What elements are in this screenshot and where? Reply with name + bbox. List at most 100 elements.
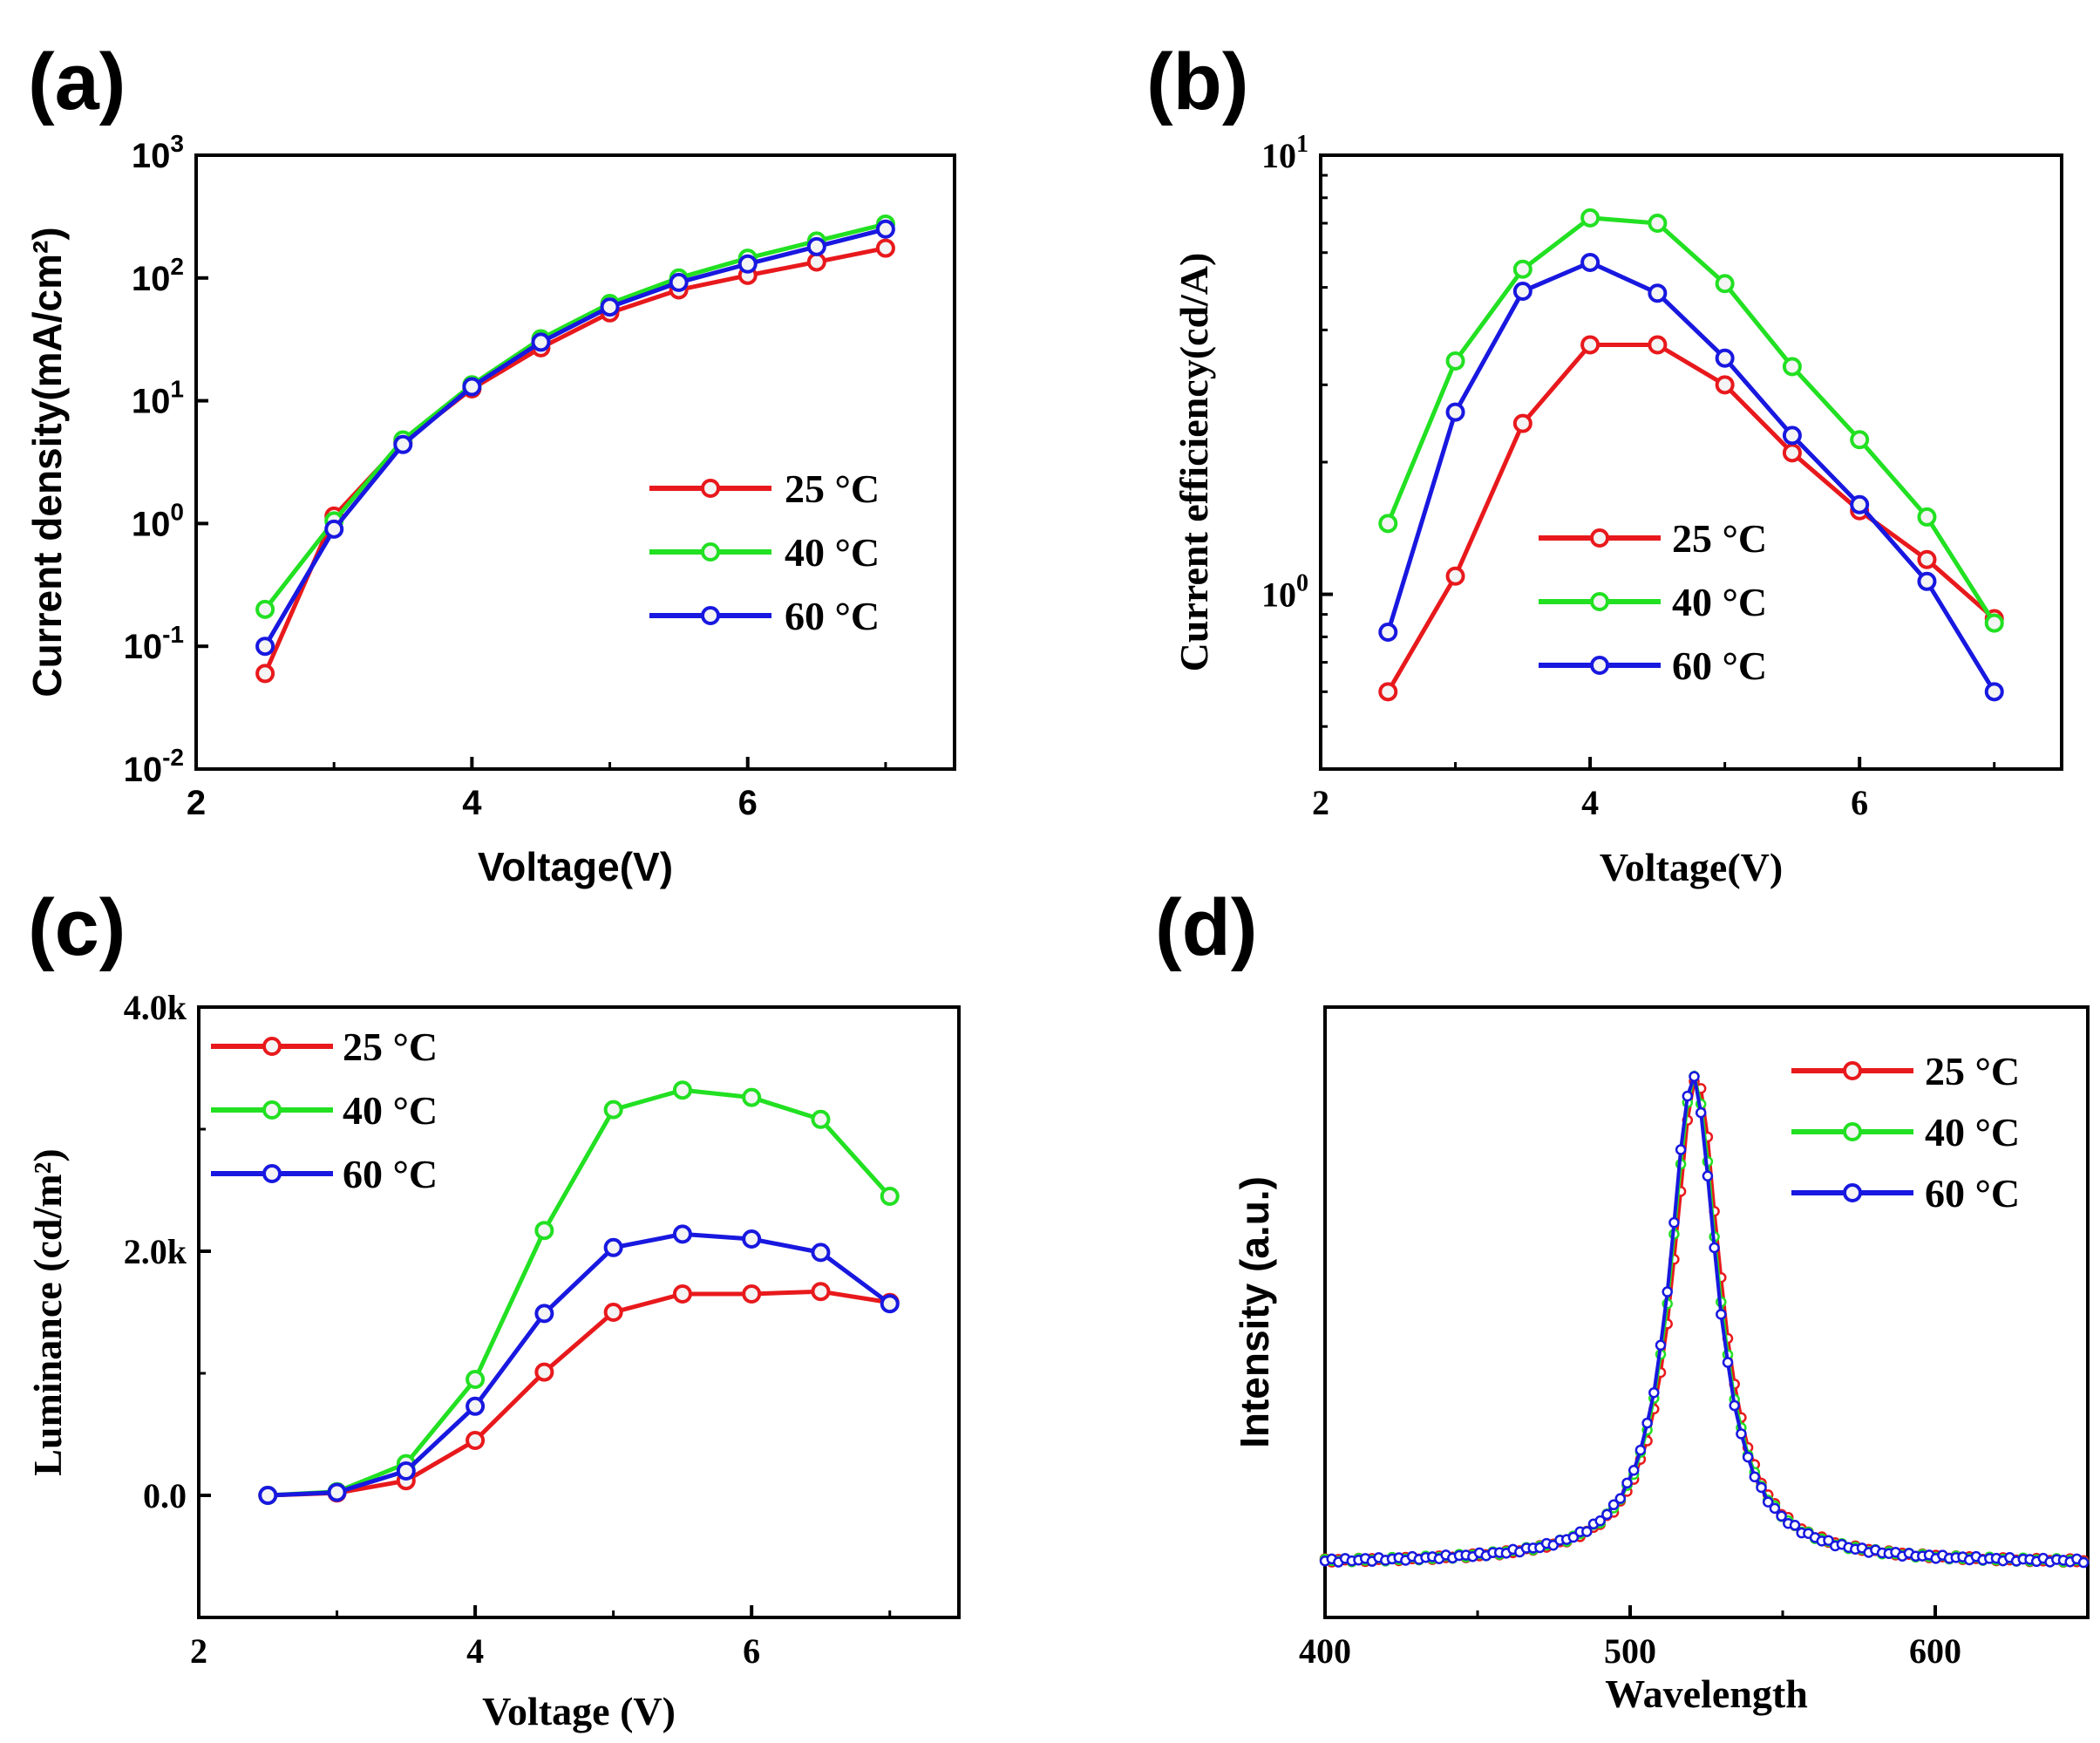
- legend: 25 °C 40 °C 60 °C: [1539, 516, 1767, 688]
- data-point: [1776, 1510, 1787, 1522]
- data-point: [1512, 413, 1533, 433]
- data-point: [1984, 613, 2004, 633]
- x-tick-label: 2: [1312, 783, 1329, 822]
- series-line: [1386, 342, 1996, 693]
- data-point: [466, 1370, 486, 1389]
- data-point: [1567, 1531, 1580, 1543]
- series-line: [268, 1289, 891, 1498]
- data-point: [1580, 335, 1600, 355]
- data-point: [2077, 1556, 2090, 1569]
- x-tick-label: 2: [190, 1631, 207, 1671]
- data-point: [806, 252, 826, 272]
- legend-marker: [262, 1037, 282, 1056]
- data-point: [1782, 426, 1802, 446]
- data-point: [1594, 1515, 1606, 1527]
- data-point: [811, 1109, 831, 1129]
- data-point: [1682, 1090, 1694, 1102]
- data-point: [1512, 282, 1533, 302]
- data-point: [393, 434, 413, 454]
- legend-marker: [701, 542, 720, 562]
- data-point: [534, 1362, 554, 1382]
- data-point: [811, 1243, 831, 1263]
- data-point: [1648, 214, 1668, 234]
- legend-marker: [1843, 1122, 1862, 1141]
- data-point: [466, 1396, 486, 1416]
- y-tick-label: 101: [1261, 131, 1308, 175]
- series-25: [258, 1282, 900, 1505]
- data-point: [1782, 357, 1802, 377]
- data-point: [880, 1294, 900, 1314]
- panel-label: (c): [28, 883, 126, 972]
- x-tick-label: 600: [1909, 1631, 1961, 1671]
- data-point: [806, 236, 826, 256]
- y-tick-label: 4.0k: [124, 988, 187, 1027]
- x-tick-label: 6: [1851, 783, 1868, 822]
- x-tick-label: 4: [466, 1631, 484, 1671]
- data-point: [1581, 1526, 1593, 1537]
- series-line: [268, 1231, 892, 1498]
- data-point: [1378, 514, 1398, 534]
- legend-label: 25 °C: [343, 1025, 438, 1069]
- series-line: [262, 227, 887, 648]
- series-line: [1385, 260, 1996, 693]
- axes-frame: [194, 153, 956, 771]
- legend-marker: [1590, 656, 1609, 675]
- panel-label: (b): [1146, 37, 1248, 126]
- data-point: [462, 377, 482, 397]
- y-tick-base: 10: [132, 260, 171, 298]
- data-point: [1917, 507, 1937, 527]
- y-tick-exponent: -2: [162, 744, 184, 771]
- y-axis-title: Luminance (cd/m²): [25, 1148, 70, 1475]
- data-point: [1607, 1499, 1620, 1511]
- legend: 25 °C 40 °C 60 °C: [1791, 1049, 2020, 1215]
- data-point: [742, 1087, 762, 1107]
- y-tick-base: 10: [124, 751, 163, 789]
- legend-label: 25 °C: [1925, 1049, 2020, 1093]
- data-point: [1445, 402, 1465, 422]
- y-tick-exponent: 0: [1296, 570, 1308, 597]
- data-point: [672, 1284, 692, 1304]
- y-tick-base: 10: [132, 505, 171, 543]
- data-point: [1769, 1502, 1781, 1515]
- data-point: [1715, 274, 1735, 294]
- y-tick-label: 100: [1261, 570, 1308, 615]
- data-point: [1445, 566, 1465, 586]
- y-tick-label: 10-1: [124, 621, 184, 666]
- legend-label: 40 °C: [785, 530, 880, 575]
- data-point: [1715, 375, 1735, 395]
- y-tick-base: 10: [124, 628, 163, 666]
- series-60: [258, 1224, 900, 1505]
- panel-d: (d) 400 500 600 Wavelength Intensity (a.u.) 25…: [1155, 883, 2090, 1716]
- data-point: [1378, 682, 1398, 702]
- x-axis-title: Voltage (V): [482, 1689, 676, 1733]
- data-point: [1917, 571, 1937, 591]
- data-point: [1782, 443, 1802, 463]
- data-point: [742, 1284, 762, 1304]
- data-point: [1689, 1071, 1700, 1082]
- series-60: [1319, 1069, 2090, 1569]
- data-point: [1648, 335, 1668, 355]
- data-point: [737, 254, 758, 274]
- y-tick-label: 2.0k: [124, 1232, 187, 1271]
- data-point: [1762, 1496, 1774, 1508]
- data-point: [1580, 208, 1600, 228]
- y-tick-exponent: 0: [170, 498, 184, 525]
- data-point: [1715, 348, 1735, 368]
- x-tick-label: 6: [738, 784, 758, 822]
- data-point: [600, 297, 620, 317]
- x-tick-label: 2: [187, 784, 206, 822]
- data-point: [1984, 682, 2004, 702]
- x-axis-title: Wavelength: [1605, 1672, 1808, 1716]
- panel-label: (a): [28, 37, 126, 126]
- data-point: [1628, 1465, 1640, 1476]
- legend-label: 60 °C: [1925, 1171, 2020, 1215]
- legend-marker: [262, 1164, 282, 1183]
- data-point: [1648, 283, 1668, 303]
- legend-label: 40 °C: [1672, 580, 1767, 624]
- legend: 25 °C 40 °C 60 °C: [649, 466, 880, 638]
- y-tick-label: 100: [132, 498, 184, 543]
- y-tick-exponent: 3: [170, 130, 184, 157]
- data-point: [1756, 1481, 1767, 1494]
- data-point: [1736, 1428, 1747, 1440]
- x-tick-label: 6: [743, 1631, 760, 1671]
